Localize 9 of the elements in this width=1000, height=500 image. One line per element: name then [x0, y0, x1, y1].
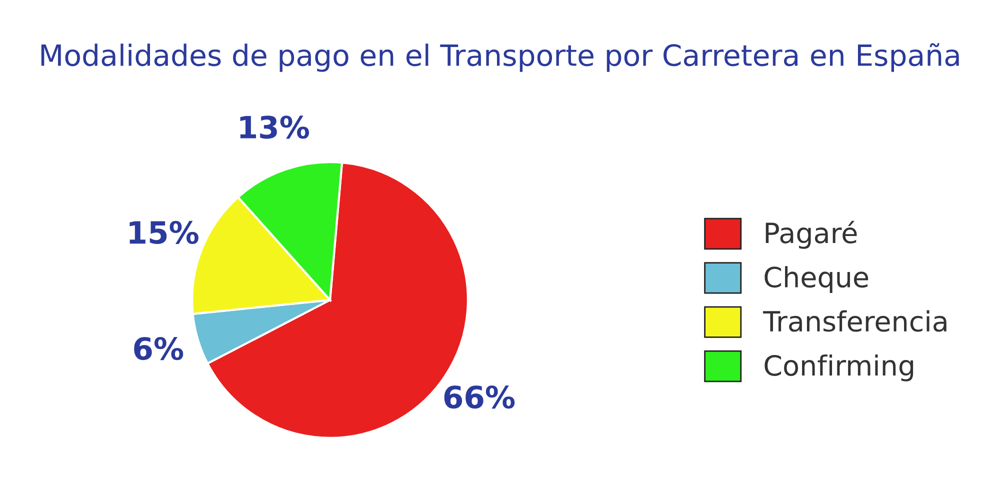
legend-label: Cheque — [764, 266, 868, 293]
data-label: 6% — [134, 336, 184, 360]
legend-label: Transferencia — [763, 310, 946, 332]
data-label: 13% — [240, 116, 309, 139]
legend-label: Pagaré — [766, 220, 857, 249]
data-label: 66% — [444, 386, 515, 409]
chart-title: Modalidades de pago en el Transporte por Carretera en España — [41, 43, 959, 72]
data-label: 15% — [130, 220, 198, 244]
legend-label: Confirming — [764, 354, 914, 382]
